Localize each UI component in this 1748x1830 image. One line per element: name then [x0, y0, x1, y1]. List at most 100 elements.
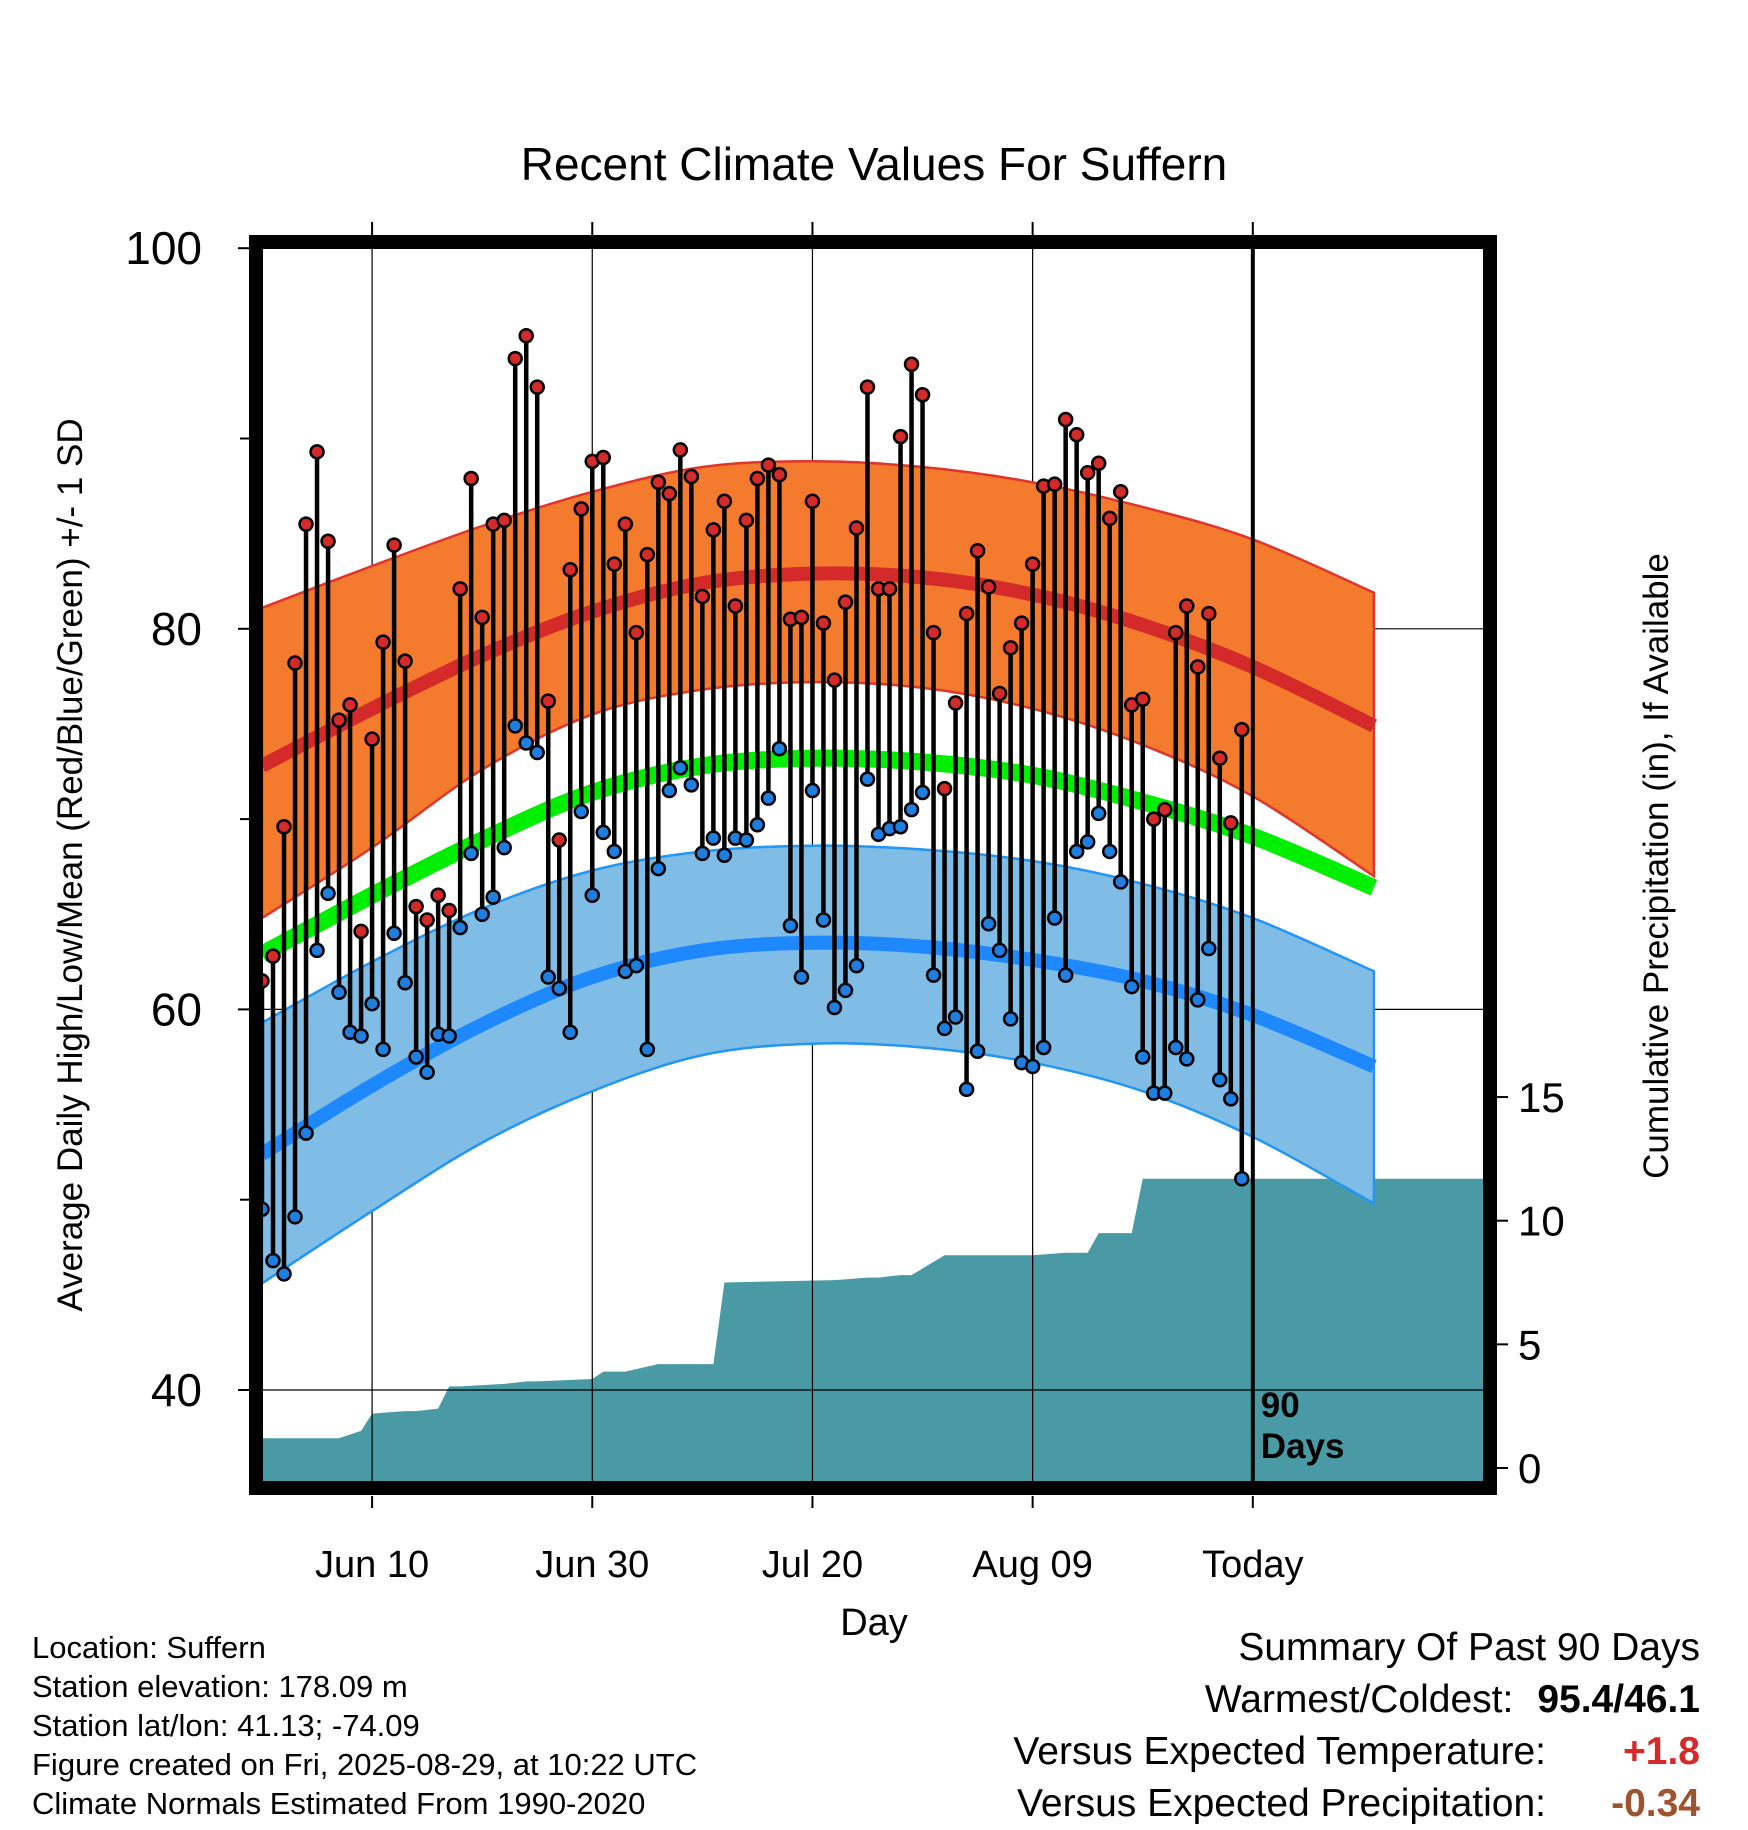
- observed-high-point: [804, 493, 821, 510]
- observed-high-point: [903, 356, 920, 373]
- observed-high-point: [606, 556, 623, 572]
- normals-text: Climate Normals Estimated From 1990-2020: [32, 1786, 646, 1821]
- observed-high-point: [1079, 465, 1096, 481]
- observed-low-point: [353, 1028, 369, 1044]
- observed-high-point: [1090, 455, 1107, 471]
- observed-high-point: [1002, 640, 1019, 656]
- observed-high-point: [595, 449, 612, 466]
- temp-label: Versus Expected Temperature:: [1013, 1730, 1546, 1773]
- observed-high-point: [815, 615, 832, 631]
- today-label-line2: Days: [1261, 1427, 1345, 1466]
- summary-heading: Summary Of Past 90 Days: [1238, 1626, 1700, 1669]
- observed-low-point: [262, 1201, 270, 1217]
- observed-low-point: [892, 818, 909, 835]
- observed-high-point: [969, 543, 986, 559]
- observed-low-point: [276, 1266, 292, 1282]
- observed-high-point: [771, 466, 788, 483]
- observed-low-point: [1212, 1072, 1228, 1088]
- observed-high-point: [1024, 556, 1041, 572]
- observed-low-point: [716, 847, 733, 864]
- y-left-tick-label: 60: [151, 983, 202, 1035]
- observed-low-point: [661, 782, 678, 799]
- observed-high-point: [276, 818, 292, 835]
- y-right-tick-label: 0: [1518, 1445, 1541, 1492]
- observed-low-point: [914, 784, 931, 801]
- observed-low-point: [650, 860, 667, 877]
- y-axis-right-label: Cumulative Precipitation (in), If Availa…: [1637, 553, 1676, 1179]
- normal-low-line: [262, 935, 1377, 1160]
- observed-low-point: [859, 771, 876, 787]
- observed-high-point: [947, 695, 964, 711]
- precip-value: -0.34: [1611, 1782, 1700, 1825]
- observed-high-point: [705, 522, 722, 538]
- observed-high-point: [1101, 510, 1118, 527]
- station-info: Location: Suffern Station elevation: 178…: [32, 1628, 697, 1823]
- observed-high-point: [925, 624, 942, 641]
- latlon-text: Station lat/lon: 41.13; -74.09: [32, 1708, 420, 1743]
- observed-low-point: [606, 843, 623, 860]
- observed-high-point: [309, 444, 325, 460]
- observed-high-point: [683, 468, 700, 485]
- observed-high-point: [1223, 815, 1239, 831]
- observed-low-point: [364, 995, 380, 1012]
- observed-low-point: [1046, 910, 1063, 926]
- observed-low-point: [265, 1252, 281, 1269]
- observed-high-point: [1068, 426, 1085, 443]
- observed-high-point: [859, 379, 876, 395]
- observed-low-point: [540, 969, 556, 985]
- chart-title: Recent Climate Values For Suffern: [521, 138, 1228, 190]
- observed-low-point: [1167, 1039, 1184, 1056]
- created-text: Figure created on Fri, 2025-08-29, at 10…: [32, 1747, 698, 1782]
- observed-high-point: [386, 537, 402, 553]
- observed-high-point: [694, 588, 711, 605]
- x-tick-label: Jun 10: [315, 1544, 429, 1586]
- observed-high-point: [562, 562, 579, 578]
- observed-low-point: [1024, 1058, 1041, 1075]
- axes-layer: 40 60 80 100 0 5 10 15 Jun 10 Jun 30 Jul 20 Aug 09 T…: [125, 222, 1565, 1586]
- observed-high-point: [881, 581, 898, 597]
- observed-low-point: [936, 1020, 953, 1037]
- observed-low-point: [1057, 967, 1074, 983]
- observed-low-point: [485, 889, 501, 905]
- observed-high-point: [1234, 721, 1250, 738]
- observed-low-point: [1068, 843, 1085, 860]
- y-right-tick-label: 15: [1518, 1074, 1565, 1121]
- observed-low-point: [793, 969, 810, 985]
- y-right-tick-label: 10: [1518, 1198, 1565, 1245]
- observed-high-point: [1112, 484, 1129, 500]
- observed-low-point: [980, 916, 997, 932]
- observed-high-point: [1156, 801, 1173, 818]
- observed-low-point: [386, 925, 402, 942]
- observed-high-point: [1190, 659, 1206, 675]
- observed-high-point: [1212, 750, 1228, 766]
- observed-high-point: [672, 442, 689, 458]
- y-right-tick-label: 5: [1518, 1321, 1541, 1368]
- elevation-text: Station elevation: 178.09 m: [32, 1669, 408, 1704]
- observed-high-point: [573, 501, 590, 517]
- observed-low-point: [1123, 978, 1140, 995]
- summary-panel: Summary Of Past 90 Days Warmest/Coldest:…: [1013, 1622, 1700, 1830]
- observed-high-point: [892, 428, 909, 445]
- observed-high-point: [408, 898, 424, 915]
- observed-low-point: [496, 839, 512, 856]
- observed-high-point: [430, 887, 446, 903]
- observed-high-point: [474, 609, 490, 626]
- summary-precipitation: Versus Expected Precipitation: -0.34: [1013, 1778, 1700, 1830]
- observed-low-point: [584, 887, 601, 903]
- observed-low-point: [925, 967, 942, 983]
- observed-low-point: [573, 803, 590, 820]
- observed-high-point: [650, 474, 667, 491]
- precipitation-area: [262, 1178, 1484, 1482]
- observed-low-point: [991, 942, 1008, 959]
- observed-low-point: [562, 1024, 579, 1040]
- observed-low-point: [518, 735, 534, 751]
- normal-low-band: [262, 844, 1376, 1285]
- observed-low-point: [397, 975, 413, 991]
- observed-high-point: [727, 598, 744, 614]
- observed-low-point: [529, 744, 545, 761]
- observed-high-point: [463, 470, 479, 487]
- observed-low-point: [408, 1049, 424, 1065]
- observed-high-point: [529, 379, 545, 395]
- y-axis-left-label: Average Daily High/Low/Mean (Red/Blue/Gr…: [51, 418, 90, 1311]
